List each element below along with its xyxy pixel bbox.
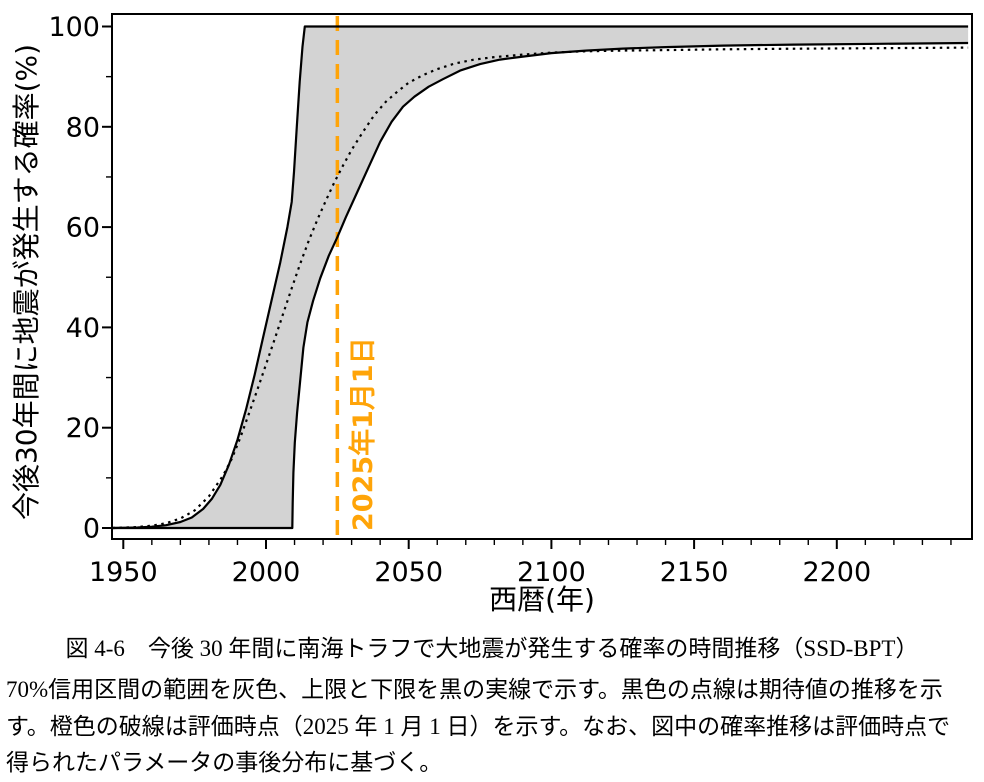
caption-title: 図 4-6 今後 30 年間に南海トラフで大地震が発生する確率の時間推移（SSD… — [65, 636, 919, 661]
y-tick-label: 20 — [66, 413, 100, 444]
evaluation-date-label: 2025年1月1日 — [347, 337, 379, 531]
y-tick-label: 0 — [83, 514, 100, 545]
axis-tick-labels: 1950 2000 2050 2100 2150 2200 0 20 40 60 80 100 — [48, 12, 871, 588]
y-tick-label: 100 — [48, 12, 100, 43]
curve-upper-bound — [112, 25, 969, 530]
probability-curves — [112, 25, 969, 530]
y-axis-label: 今後30年間に地震が発生する確率(%) — [10, 44, 43, 520]
caption-body-line: す。橙色の破線は評価時点（2025 年 1 月 1 日）を示す。なお、図中の確率… — [6, 713, 951, 739]
probability-chart: 1950 2000 2050 2100 2150 2200 0 20 40 60 80 100 西暦(… — [10, 12, 973, 616]
confidence-band — [112, 26, 969, 528]
probability-time-series-figure: 1950 2000 2050 2100 2150 2200 0 20 40 60 80 100 西暦(… — [10, 12, 973, 616]
figure-caption: 図 4-6 今後 30 年間に南海トラフで大地震が発生する確率の時間推移（SSD… — [0, 624, 984, 782]
y-tick-label: 60 — [66, 213, 100, 244]
x-tick-label: 2000 — [232, 557, 301, 588]
x-tick-label: 2050 — [374, 557, 443, 588]
curve-lower-bound — [112, 41, 969, 530]
x-tick-label: 2200 — [802, 557, 871, 588]
plot-frame — [111, 13, 973, 540]
x-tick-label: 1950 — [89, 557, 158, 588]
y-tick-label: 40 — [66, 313, 100, 344]
confidence-band-area — [112, 26, 969, 528]
curve-expected-value — [112, 46, 969, 530]
y-tick-label: 80 — [66, 112, 100, 143]
x-axis-label: 西暦(年) — [489, 583, 595, 616]
x-tick-label: 2150 — [660, 557, 729, 588]
caption-body-line: 70%信用区間の範囲を灰色、上限と下限を黒の実線で示す。黒色の点線は期待値の推移… — [6, 677, 943, 702]
x-tick-label: 2100 — [517, 557, 586, 588]
caption-body-line: 得られたパラメータの事後分布に基づく。 — [6, 750, 443, 775]
